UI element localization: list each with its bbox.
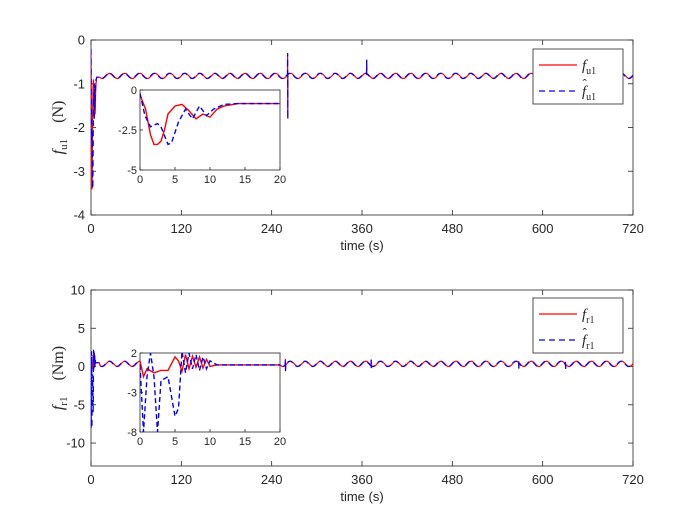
- legend-hat-accent: ˆ: [583, 76, 588, 91]
- y-tick-label: 10: [71, 283, 85, 298]
- inset-plot: 0 5 10 15 20 0 -2.5 -5: [118, 85, 286, 186]
- inset-y-tick-label: -3: [127, 388, 137, 400]
- x-tick-label: 120: [170, 221, 192, 236]
- inset-x-tick-label: 10: [204, 174, 216, 186]
- inset-x-tick-label: 5: [172, 436, 178, 448]
- legend-label-1: fu1: [582, 58, 596, 77]
- x-tick-label: 360: [351, 221, 373, 236]
- x-tick-label: 480: [441, 472, 463, 487]
- y-tick-label: 0: [78, 359, 85, 374]
- y-axis-label: fu1 (N): [50, 101, 70, 155]
- inset-x-tick-label: 20: [274, 174, 286, 186]
- y-tick-label: -4: [73, 208, 85, 223]
- y-tick-label: -10: [66, 436, 85, 451]
- x-axis-label: time (s): [340, 489, 383, 504]
- y-tick-label: -5: [73, 397, 85, 412]
- legend-label-1: fr1: [582, 307, 595, 326]
- inset-series-line-1: [140, 353, 280, 379]
- inset-x-tick-label: 10: [204, 436, 216, 448]
- x-tick-label: 600: [532, 221, 554, 236]
- inset-x-tick-label: 20: [274, 436, 286, 448]
- x-tick-label: 0: [87, 472, 94, 487]
- x-tick-label: 720: [622, 472, 644, 487]
- x-tick-label: 120: [170, 472, 192, 487]
- inset-x-tick-label: 0: [137, 174, 143, 186]
- series-line-2: [91, 349, 633, 428]
- x-axis-label: time (s): [340, 238, 383, 253]
- inset-area: [139, 89, 281, 171]
- inset-x-tick-label: 5: [172, 174, 178, 186]
- chart-panel-2: 0 120 240 360 480 600 720 10 5 0 -5 -10 time (s) fr1 …: [50, 283, 644, 505]
- inset-series-line-2: [140, 353, 280, 432]
- x-tick-label: 0: [87, 221, 94, 236]
- chart-panel-1: 0 120 240 360 480 600 720 -4 -3 -2 -1 0 time (s) fu1 …: [50, 33, 644, 254]
- y-tick-label: -1: [73, 76, 85, 91]
- x-tick-label: 360: [351, 472, 373, 487]
- y-tick-label: 5: [78, 321, 85, 336]
- inset-x-tick-label: 15: [239, 174, 251, 186]
- y-tick-label: -3: [73, 164, 85, 179]
- y-axis-label: fr1 (Nm): [50, 346, 70, 410]
- legend-box: [532, 297, 624, 354]
- inset-y-tick-label: -5: [127, 165, 137, 177]
- inset-y-tick-label: -2.5: [118, 125, 137, 137]
- legend-label-2: fr1: [582, 333, 595, 352]
- x-tick-label: 240: [261, 221, 283, 236]
- y-tick-label: -2: [73, 120, 85, 135]
- legend-hat-accent: ˆ: [583, 325, 588, 340]
- inset-y-tick-label: -8: [127, 427, 137, 439]
- legend-box: [532, 48, 624, 105]
- inset-x-tick-label: 0: [137, 436, 143, 448]
- inset-y-tick-label: 2: [131, 348, 137, 360]
- inset-series-line-2: [140, 93, 280, 146]
- x-tick-label: 240: [261, 472, 283, 487]
- y-tick-label: 0: [78, 33, 85, 48]
- inset-series-line-1: [140, 94, 280, 146]
- inset-y-tick-label: 0: [131, 85, 137, 97]
- x-tick-label: 600: [532, 472, 554, 487]
- x-tick-label: 480: [441, 221, 463, 236]
- inset-x-tick-label: 15: [239, 436, 251, 448]
- x-tick-label: 720: [622, 221, 644, 236]
- inset-plot: 0 5 10 15 20 2 -3 -8: [127, 348, 286, 448]
- legend-label-2: fu1: [582, 84, 596, 103]
